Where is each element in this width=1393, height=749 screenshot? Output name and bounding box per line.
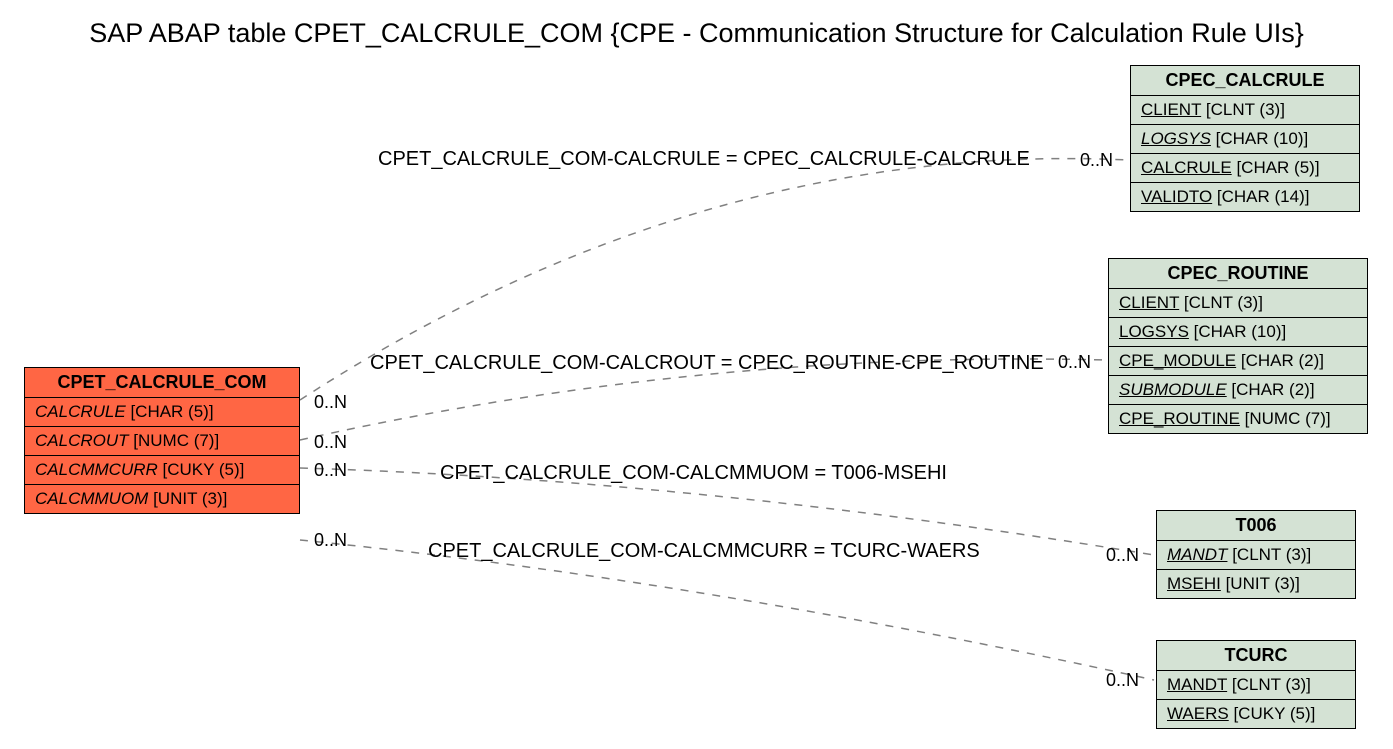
entity-field: CALCMMUOM [UNIT (3)] [25, 485, 299, 513]
entity-field: CPE_ROUTINE [NUMC (7)] [1109, 405, 1367, 433]
cardinality-label: 0..N [314, 392, 347, 413]
entity-field: CALCRULE [CHAR (5)] [1131, 154, 1359, 183]
entity-field: LOGSYS [CHAR (10)] [1109, 318, 1367, 347]
entity-field: SUBMODULE [CHAR (2)] [1109, 376, 1367, 405]
entity-field: MANDT [CLNT (3)] [1157, 671, 1355, 700]
entity-field: CPE_MODULE [CHAR (2)] [1109, 347, 1367, 376]
entity-tcurc: TCURC MANDT [CLNT (3)] WAERS [CUKY (5)] [1156, 640, 1356, 729]
entity-field: CLIENT [CLNT (3)] [1109, 289, 1367, 318]
relation-label-3: CPET_CALCRULE_COM-CALCMMUOM = T006-MSEHI [440, 462, 947, 485]
entity-field: LOGSYS [CHAR (10)] [1131, 125, 1359, 154]
relation-label-1: CPET_CALCRULE_COM-CALCRULE = CPEC_CALCRU… [378, 148, 1030, 171]
cardinality-label: 0..N [1106, 545, 1139, 566]
entity-field: CALCROUT [NUMC (7)] [25, 427, 299, 456]
entity-cpec-routine: CPEC_ROUTINE CLIENT [CLNT (3)] LOGSYS [C… [1108, 258, 1368, 434]
cardinality-label: 0..N [314, 432, 347, 453]
entity-field: MANDT [CLNT (3)] [1157, 541, 1355, 570]
entity-field: VALIDTO [CHAR (14)] [1131, 183, 1359, 211]
entity-header: TCURC [1157, 641, 1355, 671]
cardinality-label: 0..N [1058, 352, 1091, 373]
cardinality-label: 0..N [1106, 670, 1139, 691]
cardinality-label: 0..N [1080, 150, 1113, 171]
entity-header: CPET_CALCRULE_COM [25, 368, 299, 398]
relation-label-2: CPET_CALCRULE_COM-CALCROUT = CPEC_ROUTIN… [370, 352, 1044, 375]
entity-field: WAERS [CUKY (5)] [1157, 700, 1355, 728]
entity-cpec-calcrule: CPEC_CALCRULE CLIENT [CLNT (3)] LOGSYS [… [1130, 65, 1360, 212]
cardinality-label: 0..N [314, 530, 347, 551]
cardinality-label: 0..N [314, 460, 347, 481]
entity-cpet-calcrule-com: CPET_CALCRULE_COM CALCRULE [CHAR (5)] CA… [24, 367, 300, 514]
diagram-title: SAP ABAP table CPET_CALCRULE_COM {CPE - … [0, 18, 1393, 49]
entity-field: MSEHI [UNIT (3)] [1157, 570, 1355, 598]
entity-field: CALCRULE [CHAR (5)] [25, 398, 299, 427]
entity-field: CALCMMCURR [CUKY (5)] [25, 456, 299, 485]
entity-field: CLIENT [CLNT (3)] [1131, 96, 1359, 125]
relation-label-4: CPET_CALCRULE_COM-CALCMMCURR = TCURC-WAE… [428, 540, 980, 563]
entity-t006: T006 MANDT [CLNT (3)] MSEHI [UNIT (3)] [1156, 510, 1356, 599]
entity-header: CPEC_CALCRULE [1131, 66, 1359, 96]
entity-header: T006 [1157, 511, 1355, 541]
entity-header: CPEC_ROUTINE [1109, 259, 1367, 289]
